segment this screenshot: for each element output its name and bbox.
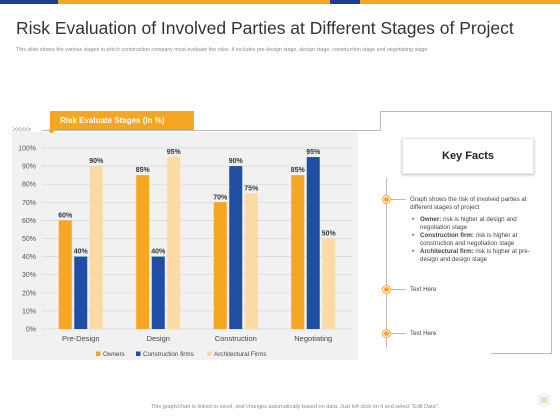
- legend-label: Construction firms: [143, 351, 194, 358]
- top-accent-bar-navy: [0, 0, 58, 4]
- data-label: 95%: [167, 149, 182, 156]
- corner-logo-icon: [537, 393, 551, 407]
- y-tick-label: 40%: [22, 254, 36, 261]
- x-tick-label: Negotiating: [294, 334, 332, 343]
- data-label: 90%: [89, 158, 104, 165]
- bar: [89, 166, 103, 329]
- bar: [74, 256, 88, 329]
- x-tick-label: Pre-Design: [62, 334, 100, 343]
- y-tick-label: 0%: [26, 327, 36, 334]
- fact-marker-1: [383, 196, 390, 203]
- chart-tab-label: Risk Evaluate Stages (in %): [50, 111, 194, 130]
- data-label: 90%: [229, 158, 244, 165]
- chevron-arrows-icon: >>>>>: [12, 125, 31, 134]
- bar: [291, 175, 305, 329]
- bar: [213, 202, 227, 329]
- fact-bullet-owner: Owner: risk is higher at design and nego…: [410, 216, 540, 231]
- fact-bullet-construction: Construction firm: risk is higher at con…: [410, 232, 540, 247]
- bar: [306, 157, 320, 329]
- legend-label: Architectural Firms: [214, 351, 266, 358]
- data-label: 40%: [151, 249, 166, 256]
- y-tick-label: 10%: [22, 308, 36, 315]
- fact-bullet-architectural: Architectural firm: risk is higher at pr…: [410, 248, 540, 263]
- fact-marker-3: [383, 330, 390, 337]
- x-tick-label: Design: [147, 334, 170, 343]
- connector-line: [42, 130, 380, 131]
- page-subtitle: This slide shows the various stages in w…: [16, 47, 428, 53]
- y-tick-label: 30%: [22, 272, 36, 279]
- key-facts-heading: Key Facts: [402, 138, 534, 174]
- fact-marker-2: [383, 286, 390, 293]
- bar-chart[interactable]: 0% 10% 20% 30% 40% 50% 60% 70% 80% 90% 100% 60% 40% 9…: [12, 132, 358, 360]
- fact-text-3: Text Here: [410, 330, 437, 337]
- bar: [58, 220, 72, 329]
- bar: [322, 238, 336, 329]
- y-tick-label: 90%: [22, 164, 36, 171]
- bracket-line: [491, 353, 552, 354]
- y-tick-label: 70%: [22, 200, 36, 207]
- data-label: 85%: [291, 167, 306, 174]
- data-label: 60%: [58, 212, 73, 219]
- data-label: 95%: [306, 149, 321, 156]
- bracket-line: [551, 111, 552, 354]
- fact-connector: [390, 333, 406, 334]
- bar: [167, 157, 181, 329]
- fact-bullet-list: Owner: risk is higher at design and nego…: [410, 216, 540, 265]
- y-tick-label: 100%: [18, 146, 36, 153]
- data-label: 85%: [136, 167, 151, 174]
- y-tick-label: 60%: [22, 218, 36, 225]
- data-label: 40%: [74, 249, 89, 256]
- legend-swatch: [136, 351, 141, 356]
- bracket-line: [380, 111, 381, 131]
- fact-text-2: Text Here: [410, 286, 437, 293]
- page-title: Risk Evaluation of Involved Parties at D…: [16, 18, 514, 38]
- chart-tab-dot: [49, 128, 54, 133]
- bar: [229, 166, 243, 329]
- footer-note: This graph/chart is linked to excel, and…: [150, 404, 440, 410]
- facts-timeline: [386, 178, 387, 348]
- x-tick-label: Construction: [215, 334, 257, 343]
- bar: [136, 175, 150, 329]
- top-accent-bar-navy-segment: [330, 0, 360, 4]
- data-label: 75%: [244, 185, 259, 192]
- data-label: 50%: [322, 231, 337, 238]
- fact-connector: [390, 289, 406, 290]
- top-accent-bar-yellow: [58, 0, 560, 4]
- bar: [151, 256, 165, 329]
- legend-swatch: [96, 351, 101, 356]
- y-tick-label: 50%: [22, 236, 36, 243]
- bracket-line: [380, 111, 552, 112]
- data-label: 70%: [213, 194, 228, 201]
- legend-swatch: [207, 351, 212, 356]
- fact-text-1: Graph shows the risk of involved parties…: [410, 196, 527, 211]
- legend-label: Owners: [103, 351, 125, 358]
- fact-connector: [390, 199, 406, 200]
- y-tick-label: 20%: [22, 290, 36, 297]
- y-tick-label: 80%: [22, 182, 36, 189]
- bar: [244, 193, 258, 329]
